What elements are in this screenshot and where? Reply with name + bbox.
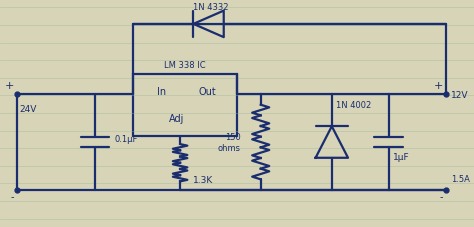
Text: In: In [157, 87, 166, 97]
Text: 1.5A: 1.5A [451, 174, 470, 183]
Text: -: - [440, 191, 443, 201]
Text: Adj: Adj [169, 114, 184, 124]
Text: +: + [434, 81, 443, 91]
Text: 1N 4002: 1N 4002 [336, 101, 371, 110]
Text: 0.1μF: 0.1μF [115, 135, 138, 143]
Text: 24V: 24V [19, 105, 36, 114]
Text: 1μF: 1μF [393, 152, 410, 161]
Text: -: - [11, 191, 14, 201]
Text: +: + [5, 81, 14, 91]
Text: 1N 4332: 1N 4332 [193, 3, 228, 12]
Text: Out: Out [199, 87, 217, 97]
Text: 150
ohms: 150 ohms [218, 133, 241, 152]
Text: 12V: 12V [451, 90, 469, 99]
Text: 1.3K: 1.3K [193, 175, 214, 184]
Text: LM 338 IC: LM 338 IC [164, 61, 206, 70]
Bar [133, 74, 237, 136]
